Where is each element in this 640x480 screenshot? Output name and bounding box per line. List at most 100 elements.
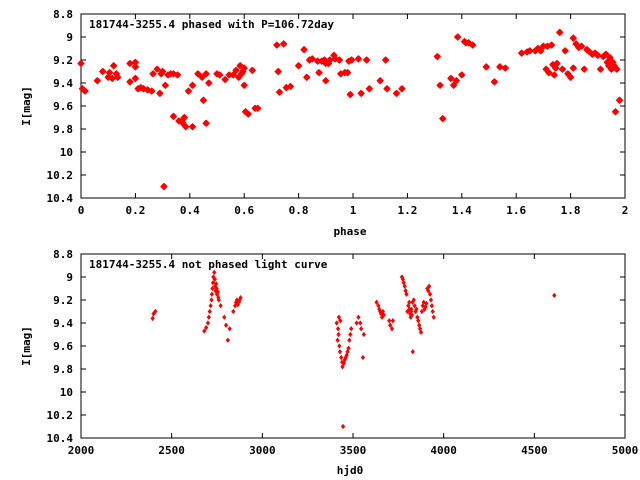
phased-light-curve-chart: 181744-3255.4 phased with P=106.72day ph… <box>20 8 628 238</box>
phased-data-point <box>131 74 140 83</box>
unphased-data-point <box>429 303 435 309</box>
unphased-data-point <box>387 318 392 324</box>
phased-x-tick-label: 1.2 <box>397 204 417 217</box>
phased-data-point <box>569 64 578 72</box>
phased-data-point <box>169 112 178 121</box>
unphased-data-point <box>337 349 343 355</box>
unphased-data-point <box>427 291 433 297</box>
phased-data-point <box>202 119 210 127</box>
phased-data-point <box>398 85 406 93</box>
phased-data-point <box>286 82 295 91</box>
phased-data-point <box>99 67 107 76</box>
phased-data-point <box>126 78 134 86</box>
unphased-data-point <box>410 349 415 355</box>
unphased-data-point <box>210 285 215 292</box>
phased-data-point <box>315 68 323 77</box>
phased-data-point <box>105 68 114 77</box>
phased-data-point <box>555 28 564 37</box>
phased-y-tick-label: 9.8 <box>53 123 73 136</box>
unphased-data-point <box>389 326 395 332</box>
phased-data-point <box>596 65 605 73</box>
phased-data-point <box>346 90 355 99</box>
unphased-data-point <box>412 303 417 309</box>
phased-data-point <box>93 76 102 85</box>
unphased-y-tick-label: 10 <box>60 386 73 399</box>
unphased-data-point <box>337 343 342 349</box>
phased-data-point <box>392 89 401 98</box>
phased-data-point <box>81 87 89 95</box>
unphased-data-point <box>411 297 416 303</box>
unphased-data-point <box>227 326 232 332</box>
phased-data-point <box>433 52 442 61</box>
phased-data-point <box>109 62 118 70</box>
unphased-y-tick-label: 10.2 <box>47 409 74 422</box>
phased-data-point <box>147 87 156 95</box>
unphased-data-point <box>414 306 419 312</box>
unphased-y-tick-label: 9.8 <box>53 363 73 376</box>
phased-x-tick-label: 0 <box>78 204 85 217</box>
unphased-data-point <box>225 337 231 343</box>
phased-data-point <box>303 73 311 81</box>
phased-data-point <box>221 75 229 84</box>
unphased-y-tick-label: 10.4 <box>47 432 74 445</box>
unphased-data-point <box>428 297 434 303</box>
phased-data-point <box>126 59 134 68</box>
unphased-data-point <box>359 326 364 332</box>
phased-x-tick-label: 1.8 <box>561 204 581 217</box>
phased-data-point <box>149 70 157 78</box>
phased-y-tick-label: 9.6 <box>53 100 73 113</box>
unphased-data-point <box>340 364 345 370</box>
phased-data-point <box>273 41 281 49</box>
unphased-y-tick-label: 9.6 <box>53 340 73 353</box>
unphased-data-point <box>340 423 346 430</box>
unphased-data-points <box>150 269 557 430</box>
phased-y-tick-label: 8.8 <box>53 8 73 21</box>
phased-x-tick-label: 0.8 <box>289 204 309 217</box>
unphased-data-point <box>213 281 219 287</box>
unphased-data-point <box>346 345 351 351</box>
phased-data-point <box>194 70 202 78</box>
unphased-data-point <box>356 314 361 320</box>
unphased-data-point <box>424 300 429 307</box>
unphased-data-point <box>409 312 415 318</box>
phased-y-axis-label: I[mag] <box>20 86 33 126</box>
unphased-data-point <box>349 326 354 332</box>
phased-data-point <box>611 108 620 116</box>
unphased-data-point <box>404 291 409 297</box>
unphased-data-point <box>358 320 363 326</box>
unphased-data-point <box>431 314 436 320</box>
phased-x-tick-label: 0.6 <box>234 204 254 217</box>
phased-data-point <box>308 55 316 63</box>
phased-data-point <box>615 96 624 104</box>
phased-data-point <box>188 122 197 131</box>
phased-data-point <box>188 81 197 90</box>
phased-y-tick-label: 9.4 <box>53 77 73 90</box>
phased-data-point <box>199 96 208 104</box>
unphased-data-point <box>552 292 557 299</box>
phased-data-point <box>313 57 322 65</box>
phased-data-point <box>383 85 391 93</box>
phased-data-point <box>160 182 168 191</box>
phased-data-point <box>254 104 262 113</box>
phased-chart-title: 181744-3255.4 phased with P=106.72day <box>89 18 334 31</box>
unphased-data-point <box>222 314 227 320</box>
phased-data-point <box>113 73 122 81</box>
unphased-x-tick-label: 5000 <box>612 444 639 457</box>
unphased-x-tick-label: 4000 <box>430 444 457 457</box>
unphased-data-point <box>334 320 339 326</box>
unphased-data-point <box>361 331 367 338</box>
unphased-data-point <box>208 303 213 309</box>
phased-data-point <box>496 63 504 71</box>
phased-y-tick-label: 10.2 <box>47 169 74 182</box>
unphased-data-point <box>360 354 366 361</box>
phased-data-point <box>180 113 189 122</box>
phased-y-tick-label: 9 <box>66 31 73 44</box>
phased-data-point <box>458 71 466 79</box>
unphased-data-point <box>339 354 344 361</box>
phased-data-point <box>322 76 330 85</box>
unphased-data-point <box>212 269 217 276</box>
unphased-data-point <box>209 297 214 303</box>
phased-data-point <box>240 81 248 90</box>
phased-data-point <box>202 70 210 78</box>
